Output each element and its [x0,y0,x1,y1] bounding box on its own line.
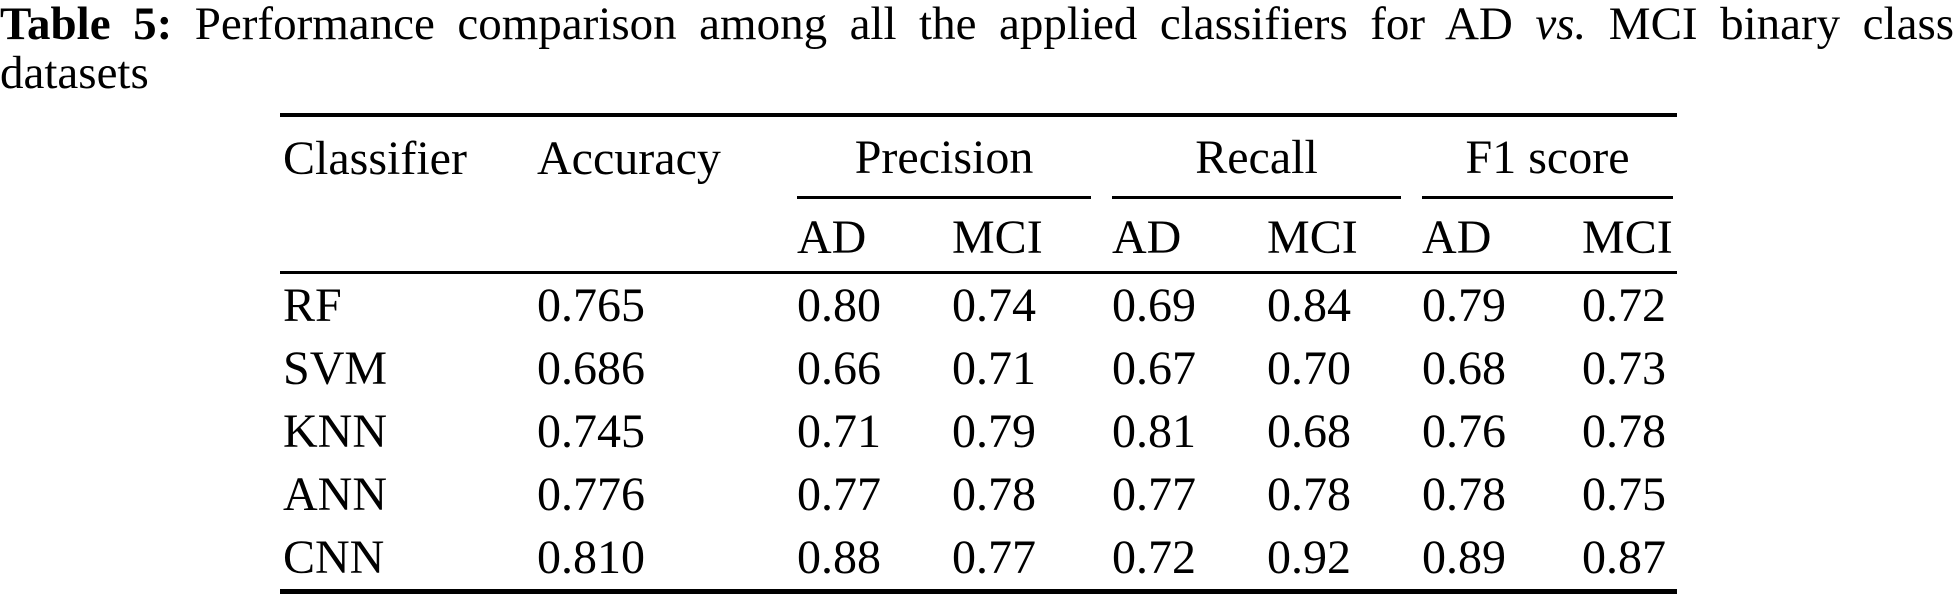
f1-mci-value: 0.72 [1582,279,1667,332]
col-group-f1-score: F1 score [1422,115,1677,199]
classifier-name: RF [283,279,342,332]
sub-header-f1-ad: AD [1422,199,1583,274]
accuracy-value: 0.686 [537,342,645,395]
table-row-knn: KNN 0.745 0.71 0.79 0.81 0.68 0.76 0.78 [280,400,1677,463]
caption-text-post: MCI binary class [1608,0,1954,50]
precision-ad-value: 0.71 [797,405,881,458]
precision-mci-value: 0.74 [952,279,1036,332]
sub-header-f1-mci: MCI [1582,199,1678,274]
sub-header-precision-ad: AD [797,199,952,274]
table-row-svm: SVM 0.686 0.66 0.71 0.67 0.70 0.68 0.73 [280,337,1677,400]
table-body: RF 0.765 0.80 0.74 0.69 0.84 0.79 0.72 S… [280,273,1677,592]
f1-mci-value: 0.75 [1582,468,1667,521]
col-group-recall: Recall [1112,115,1422,199]
precision-mci-value: 0.79 [952,405,1036,458]
sub-header-recall-mci: MCI [1267,199,1423,274]
group-label-f1-score: F1 score [1422,132,1674,199]
caption-text-pre: Performance comparison among all the app… [194,0,1513,50]
precision-ad-value: 0.80 [797,279,881,332]
results-table: Classifier Accuracy Precision Recall F1 … [280,113,1678,594]
table-container: Classifier Accuracy Precision Recall F1 … [280,113,1678,594]
accuracy-value: 0.810 [537,531,645,584]
accuracy-value: 0.765 [537,279,645,332]
f1-ad-value: 0.68 [1422,342,1507,395]
recall-ad-value: 0.77 [1112,468,1197,521]
precision-ad-value: 0.77 [797,468,881,521]
header-row-groups: Classifier Accuracy Precision Recall F1 … [280,115,1677,274]
caption-line-2: datasets [0,47,149,99]
recall-ad-value: 0.67 [1112,342,1197,395]
recall-ad-value: 0.72 [1112,531,1197,584]
recall-mci-value: 0.84 [1267,279,1352,332]
classifier-name: CNN [283,531,385,584]
f1-ad-value: 0.79 [1422,279,1507,332]
recall-mci-value: 0.68 [1267,405,1352,458]
table-row-cnn: CNN 0.810 0.88 0.77 0.72 0.92 0.89 0.87 [280,526,1677,592]
classifier-name: ANN [283,468,387,521]
precision-mci-value: 0.78 [952,468,1036,521]
precision-mci-value: 0.71 [952,342,1036,395]
sub-header-recall-ad: AD [1112,199,1268,274]
recall-mci-value: 0.92 [1267,531,1352,584]
f1-mci-value: 0.78 [1582,405,1667,458]
f1-ad-value: 0.89 [1422,531,1507,584]
group-label-recall: Recall [1112,132,1402,199]
table-caption: Table 5: Performance comparison among al… [0,0,1954,98]
recall-ad-value: 0.81 [1112,405,1197,458]
precision-mci-value: 0.77 [952,531,1036,584]
group-label-precision: Precision [797,132,1092,199]
col-header-classifier: Classifier [280,115,537,274]
f1-ad-value: 0.76 [1422,405,1507,458]
recall-mci-value: 0.78 [1267,468,1352,521]
sub-header-precision-mci: MCI [952,199,1113,274]
classifier-name: SVM [283,342,388,395]
caption-line-1: Table 5: Performance comparison among al… [0,0,1954,49]
table-row-rf: RF 0.765 0.80 0.74 0.69 0.84 0.79 0.72 [280,273,1677,338]
f1-ad-value: 0.78 [1422,468,1507,521]
recall-mci-value: 0.70 [1267,342,1352,395]
caption-table-number: Table 5: [0,0,173,50]
col-group-precision: Precision [797,115,1112,199]
table-row-ann: ANN 0.776 0.77 0.78 0.77 0.78 0.78 0.75 [280,463,1677,526]
precision-ad-value: 0.88 [797,531,881,584]
accuracy-value: 0.745 [537,405,645,458]
table-header: Classifier Accuracy Precision Recall F1 … [280,115,1678,274]
precision-ad-value: 0.66 [797,342,881,395]
caption-vs-italic: vs. [1535,0,1587,50]
f1-mci-value: 0.73 [1582,342,1667,395]
header-row-subcolumns: AD MCI AD MCI AD MCI [280,199,1678,274]
recall-ad-value: 0.69 [1112,279,1197,332]
accuracy-value: 0.776 [537,468,645,521]
classifier-name: KNN [283,405,387,458]
col-header-accuracy: Accuracy [537,115,797,274]
f1-mci-value: 0.87 [1582,531,1667,584]
